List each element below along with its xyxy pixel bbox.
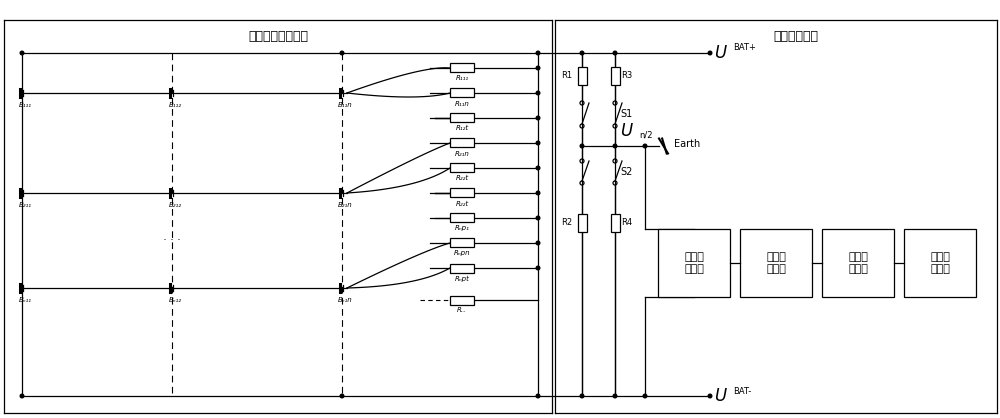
Text: 故障报
警模块: 故障报 警模块 bbox=[930, 252, 950, 274]
Circle shape bbox=[20, 394, 24, 398]
Text: Bₙ₁₁: Bₙ₁₁ bbox=[18, 297, 32, 303]
Text: B₁₁n: B₁₁n bbox=[338, 102, 352, 108]
Circle shape bbox=[536, 191, 540, 195]
Text: S1: S1 bbox=[620, 110, 632, 120]
Circle shape bbox=[536, 394, 540, 398]
Text: R3: R3 bbox=[621, 71, 632, 81]
Circle shape bbox=[708, 394, 712, 398]
Text: 数字处
理模块: 数字处 理模块 bbox=[848, 252, 868, 274]
Circle shape bbox=[536, 91, 540, 95]
Bar bbox=[578, 214, 586, 232]
Text: R2: R2 bbox=[561, 219, 572, 227]
Circle shape bbox=[580, 144, 584, 148]
Bar bbox=[450, 296, 474, 304]
Text: Bₙ₁n: Bₙ₁n bbox=[338, 297, 352, 303]
Text: BAT-: BAT- bbox=[733, 387, 751, 395]
Text: BAT+: BAT+ bbox=[733, 43, 756, 53]
Text: B₁₁₂: B₁₁₂ bbox=[168, 102, 182, 108]
Text: Rₙpt: Rₙpt bbox=[455, 275, 469, 282]
Text: B₂₁₁: B₂₁₁ bbox=[18, 202, 32, 208]
Bar bbox=[904, 229, 976, 297]
Bar bbox=[822, 229, 894, 297]
Circle shape bbox=[613, 394, 617, 398]
Circle shape bbox=[580, 394, 584, 398]
Circle shape bbox=[536, 166, 540, 170]
Circle shape bbox=[340, 394, 344, 398]
Text: Rₙpn: Rₙpn bbox=[454, 250, 470, 257]
Text: R‥: R‥ bbox=[457, 308, 467, 314]
Circle shape bbox=[536, 51, 540, 55]
Text: 电压检
测模块: 电压检 测模块 bbox=[684, 252, 704, 274]
Text: · · ·: · · · bbox=[163, 235, 181, 245]
Text: B₁₁₁: B₁₁₁ bbox=[18, 102, 32, 108]
Circle shape bbox=[613, 144, 617, 148]
Circle shape bbox=[536, 216, 540, 220]
Text: R₂₂t: R₂₂t bbox=[455, 176, 469, 181]
Bar bbox=[610, 67, 620, 85]
Text: R1: R1 bbox=[561, 71, 572, 81]
Circle shape bbox=[708, 51, 712, 55]
Text: R4: R4 bbox=[621, 219, 632, 227]
Bar bbox=[610, 214, 620, 232]
Text: U: U bbox=[620, 122, 632, 140]
Text: 电池簇及电池箱体: 电池簇及电池箱体 bbox=[248, 30, 308, 43]
Text: U: U bbox=[714, 387, 726, 405]
Bar bbox=[658, 229, 730, 297]
Bar bbox=[450, 64, 474, 72]
Text: 采样运
放电路: 采样运 放电路 bbox=[766, 252, 786, 274]
Bar bbox=[450, 214, 474, 222]
Text: U: U bbox=[714, 44, 726, 62]
Text: S2: S2 bbox=[620, 167, 632, 177]
Circle shape bbox=[643, 394, 647, 398]
Text: R₂₂t: R₂₂t bbox=[455, 201, 469, 206]
Text: Rₙp₁: Rₙp₁ bbox=[455, 225, 469, 232]
Text: Earth: Earth bbox=[674, 139, 700, 149]
Text: R₁₂t: R₁₂t bbox=[455, 125, 469, 132]
Circle shape bbox=[536, 241, 540, 245]
Circle shape bbox=[643, 144, 647, 148]
Circle shape bbox=[580, 51, 584, 55]
Bar bbox=[450, 114, 474, 122]
Bar bbox=[450, 239, 474, 247]
Bar bbox=[450, 163, 474, 173]
Bar bbox=[740, 229, 812, 297]
Circle shape bbox=[340, 51, 344, 55]
Text: R₂₁n: R₂₁n bbox=[455, 150, 469, 156]
Bar bbox=[450, 189, 474, 197]
Bar bbox=[450, 263, 474, 273]
Text: R₁₁₁: R₁₁₁ bbox=[455, 76, 469, 82]
Text: B₂₁n: B₂₁n bbox=[338, 202, 352, 208]
Text: Bₙ₁₂: Bₙ₁₂ bbox=[168, 297, 182, 303]
Circle shape bbox=[536, 66, 540, 70]
Bar bbox=[578, 67, 586, 85]
Text: R₁₁n: R₁₁n bbox=[455, 100, 469, 107]
Text: B₂₁₂: B₂₁₂ bbox=[168, 202, 182, 208]
Circle shape bbox=[536, 116, 540, 120]
Circle shape bbox=[613, 51, 617, 55]
Circle shape bbox=[20, 51, 24, 55]
Bar bbox=[450, 89, 474, 97]
Text: n/2: n/2 bbox=[639, 131, 652, 140]
Circle shape bbox=[536, 141, 540, 145]
Bar bbox=[450, 138, 474, 148]
Circle shape bbox=[536, 266, 540, 270]
Text: 绝缘检测电路: 绝缘检测电路 bbox=[774, 30, 818, 43]
